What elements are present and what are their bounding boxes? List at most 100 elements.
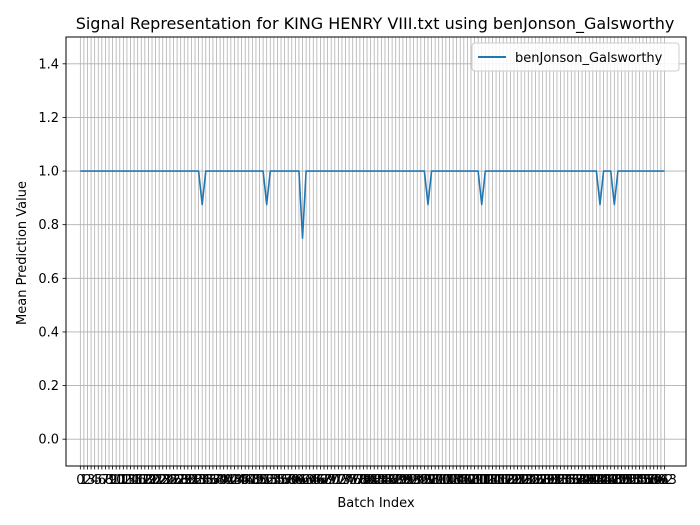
x-tick-label: 149 xyxy=(602,473,627,488)
y-tick-label: 1.4 xyxy=(38,57,59,72)
x-tick-label: 4 xyxy=(91,473,99,488)
y-tick-label: 0.8 xyxy=(38,218,59,233)
x-tick-label: 56 xyxy=(273,473,290,488)
x-tick-label: 113 xyxy=(473,473,498,488)
x-tick-label: 52 xyxy=(258,473,275,488)
x-tick-label: 51 xyxy=(255,473,272,488)
x-tick-label: 16 xyxy=(129,473,146,488)
x-tick-label: 154 xyxy=(620,473,645,488)
x-tick-label: 137 xyxy=(559,473,584,488)
x-tick-label: 23 xyxy=(154,473,171,488)
x-tick-label: 148 xyxy=(598,473,623,488)
x-tick-label: 9 xyxy=(108,473,116,488)
x-tick-label: 29 xyxy=(176,473,193,488)
x-tick-label: 3 xyxy=(87,473,95,488)
x-tick-label: 14 xyxy=(122,473,139,488)
x-tick-label: 18 xyxy=(137,473,154,488)
x-tick-label: 22 xyxy=(151,473,168,488)
legend-box xyxy=(471,42,680,72)
x-tick-label: 75 xyxy=(341,473,358,488)
x-tick-label: 43 xyxy=(226,473,243,488)
x-tick-label: 17 xyxy=(133,473,150,488)
x-tick-label: 49 xyxy=(248,473,265,488)
x-tick-label: 101 xyxy=(430,473,455,488)
x-gridlines xyxy=(79,37,665,466)
x-tick-label: 70 xyxy=(323,473,340,488)
x-tick-label: 133 xyxy=(545,473,570,488)
x-tick-label: 155 xyxy=(623,473,648,488)
x-tick-label: 44 xyxy=(230,473,247,488)
x-tick-label: 138 xyxy=(562,473,587,488)
x-tick-label: 28 xyxy=(172,473,189,488)
x-tick-label: 122 xyxy=(505,473,530,488)
x-tick-label: 15 xyxy=(126,473,143,488)
x-tick-label: 21 xyxy=(147,473,164,488)
x-tick-label: 34 xyxy=(194,473,211,488)
x-tick-label: 128 xyxy=(527,473,552,488)
x-tick-label: 83 xyxy=(370,473,387,488)
x-tick-label: 8 xyxy=(105,473,113,488)
x-tick-label: 82 xyxy=(366,473,383,488)
x-tick-label: 109 xyxy=(459,473,484,488)
plot-frame xyxy=(65,36,687,467)
x-tick-label: 115 xyxy=(480,473,505,488)
x-tick-label: 97 xyxy=(420,473,437,488)
x-tick-label: 62 xyxy=(294,473,311,488)
x-tick-label: 118 xyxy=(491,473,516,488)
x-tick-label: 98 xyxy=(423,473,440,488)
x-tick-label: 141 xyxy=(573,473,598,488)
x-tick-label: 32 xyxy=(187,473,204,488)
x-tick-label: 107 xyxy=(451,473,476,488)
x-tick-label: 150 xyxy=(605,473,630,488)
x-tick-label: 0 xyxy=(76,473,84,488)
x-tick-label: 41 xyxy=(219,473,236,488)
x-tick-label: 143 xyxy=(580,473,605,488)
x-tick-label: 48 xyxy=(244,473,261,488)
x-tick-label: 132 xyxy=(541,473,566,488)
x-tick-label: 104 xyxy=(441,473,466,488)
x-tick-label: 91 xyxy=(398,473,415,488)
x-tick-label: 103 xyxy=(437,473,462,488)
y-tick-label: 1.0 xyxy=(38,165,59,180)
x-tick-label: 136 xyxy=(555,473,580,488)
x-tick-label: 55 xyxy=(269,473,286,488)
x-tick-label: 162 xyxy=(648,473,673,488)
x-tick-label: 126 xyxy=(519,473,544,488)
x-tick-label: 121 xyxy=(502,473,527,488)
x-tick-label: 161 xyxy=(645,473,670,488)
x-tick-label: 117 xyxy=(487,473,512,488)
x-tick-label: 131 xyxy=(537,473,562,488)
x-tick-label: 92 xyxy=(402,473,419,488)
x-tick-label: 69 xyxy=(319,473,336,488)
x-tick-label: 130 xyxy=(534,473,559,488)
x-tick-label: 39 xyxy=(212,473,229,488)
x-tick-label: 65 xyxy=(305,473,322,488)
y-tick-label: 0.0 xyxy=(38,433,59,448)
x-tick-label: 12 xyxy=(115,473,132,488)
x-tick-label: 33 xyxy=(190,473,207,488)
x-tick-label: 151 xyxy=(609,473,634,488)
x-tick-label: 42 xyxy=(223,473,240,488)
x-tick-label: 147 xyxy=(595,473,620,488)
x-tick-label: 80 xyxy=(359,473,376,488)
x-tick-label: 37 xyxy=(205,473,222,488)
x-tick-label: 120 xyxy=(498,473,523,488)
x-tick-label: 129 xyxy=(530,473,555,488)
x-tick-label: 124 xyxy=(512,473,537,488)
x-tick-label: 63 xyxy=(298,473,315,488)
x-tick-label: 112 xyxy=(469,473,494,488)
x-tick-label: 100 xyxy=(426,473,451,488)
x-tick-label: 134 xyxy=(548,473,573,488)
x-tick-label: 96 xyxy=(416,473,433,488)
x-tick-label: 73 xyxy=(334,473,351,488)
x-tick-label: 35 xyxy=(197,473,214,488)
x-tick-label: 76 xyxy=(344,473,361,488)
x-tick-label: 116 xyxy=(484,473,509,488)
x-tick-label: 90 xyxy=(395,473,412,488)
x-tick-label: 5 xyxy=(94,473,102,488)
x-tick-label: 159 xyxy=(638,473,663,488)
x-tick-label: 77 xyxy=(348,473,365,488)
x-tick-label: 40 xyxy=(215,473,232,488)
x-tick-label: 110 xyxy=(462,473,487,488)
series-line-benjonson-galsworthy xyxy=(80,170,665,239)
